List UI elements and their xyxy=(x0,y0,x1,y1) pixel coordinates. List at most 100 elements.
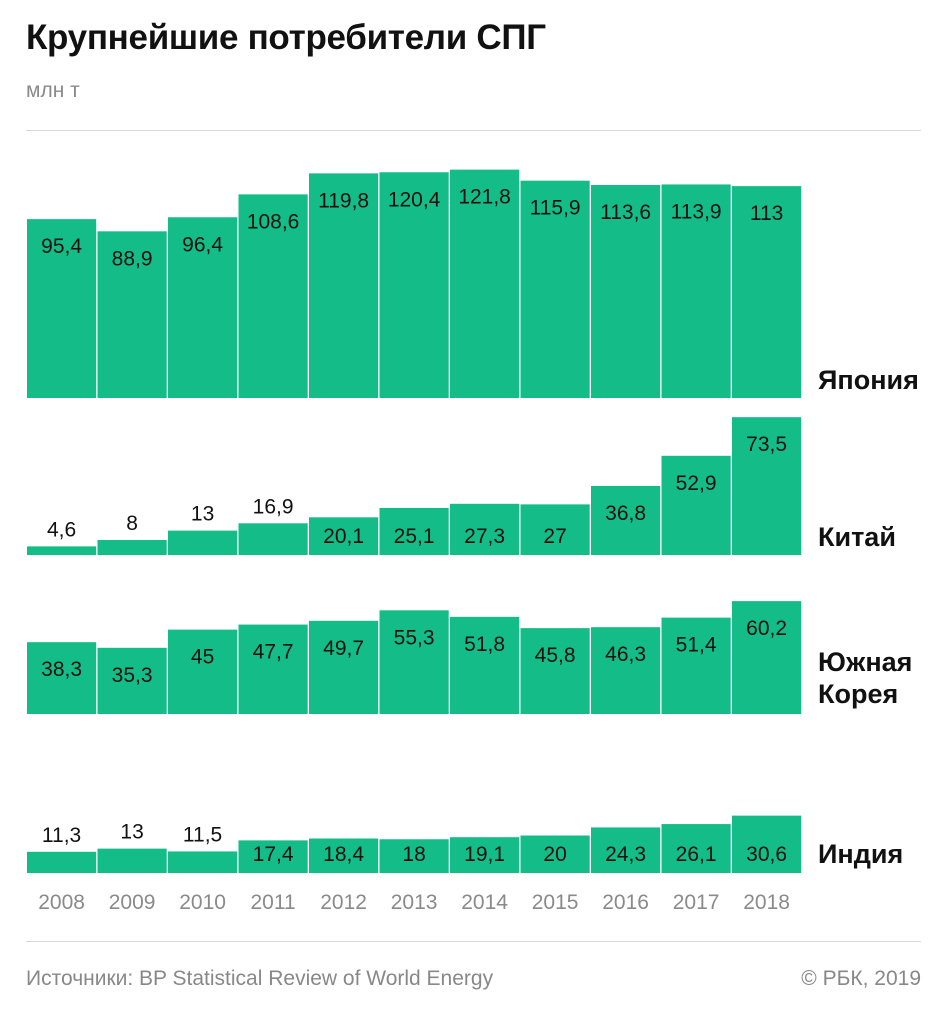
value-label: 18 xyxy=(402,843,425,866)
value-label: 113,6 xyxy=(600,201,651,224)
bar-Южная Корея-2008 xyxy=(27,642,97,714)
bar-Индия-2010 xyxy=(168,851,238,873)
bar-Китай-2010 xyxy=(168,530,238,555)
value-label: 11,3 xyxy=(42,824,81,847)
bar-Япония-2015 xyxy=(520,180,590,398)
unit-label: млн т xyxy=(26,79,80,102)
bottom-divider xyxy=(26,941,921,942)
value-label: 55,3 xyxy=(394,626,435,649)
x-tick-label: 2010 xyxy=(179,891,226,914)
bar-Южная Корея-2018 xyxy=(732,601,802,714)
value-label: 113,9 xyxy=(671,200,722,223)
bar-Япония-2008 xyxy=(27,219,97,398)
bar-Индия-2013 xyxy=(379,839,449,873)
x-tick-label: 2016 xyxy=(602,891,649,914)
bar-Япония-2010 xyxy=(168,217,238,398)
x-tick-label: 2008 xyxy=(38,891,85,914)
copyright: © РБК, 2019 xyxy=(801,967,921,990)
bar-Индия-2015 xyxy=(520,835,590,873)
bar-Южная Корея-2014 xyxy=(450,616,520,714)
bar-Япония-2016 xyxy=(591,185,661,398)
source-note: Источники: BP Statistical Review of Worl… xyxy=(26,967,494,990)
value-label: 36,8 xyxy=(605,502,646,525)
value-label: 38,3 xyxy=(41,658,82,681)
value-label: 108,6 xyxy=(247,210,300,233)
value-label: 51,4 xyxy=(676,634,717,657)
value-label: 88,9 xyxy=(112,247,153,270)
value-label: 45,8 xyxy=(535,644,576,667)
bar-Китай-2014 xyxy=(450,503,520,555)
value-label: 121,8 xyxy=(458,186,511,209)
bar-Южная Корея-2013 xyxy=(379,610,449,714)
value-label: 4,6 xyxy=(47,518,76,541)
x-tick-label: 2013 xyxy=(391,891,438,914)
bar-Япония-2017 xyxy=(661,184,731,398)
value-label: 20 xyxy=(543,843,566,866)
bar-Китай-2016 xyxy=(591,486,661,555)
bar-Индия-2012 xyxy=(309,838,379,873)
bar-Япония-2018 xyxy=(732,186,802,398)
value-label: 19,1 xyxy=(464,843,505,866)
bar-Южная Корея-2017 xyxy=(661,617,731,714)
value-label: 20,1 xyxy=(323,525,364,548)
value-label: 115,9 xyxy=(530,197,581,220)
bar-Китай-2013 xyxy=(379,507,449,555)
x-tick-label: 2017 xyxy=(673,891,720,914)
bar-Япония-2013 xyxy=(379,172,449,398)
bar-Индия-2011 xyxy=(238,840,308,873)
bar-Южная Корея-2009 xyxy=(97,647,167,714)
bar-Южная Корея-2016 xyxy=(591,627,661,714)
value-label: 96,4 xyxy=(182,233,223,256)
value-label: 27 xyxy=(543,525,566,548)
bar-Южная Корея-2012 xyxy=(309,620,379,714)
value-label: 17,4 xyxy=(253,843,294,866)
bar-Китай-2009 xyxy=(97,540,167,555)
bar-Индия-2014 xyxy=(450,837,520,873)
series-label-2: Китай xyxy=(818,522,896,552)
value-label: 13 xyxy=(191,503,214,526)
bar-Китай-2012 xyxy=(309,517,379,555)
value-label: 35,3 xyxy=(112,664,153,687)
series-label-3: Южная xyxy=(818,647,912,677)
top-divider xyxy=(26,130,921,131)
bar-Япония-2014 xyxy=(450,169,520,398)
value-label: 8 xyxy=(126,512,138,535)
bar-Япония-2011 xyxy=(238,194,308,398)
value-label: 18,4 xyxy=(323,843,364,866)
value-label: 24,3 xyxy=(605,843,646,866)
value-label: 47,7 xyxy=(253,641,294,664)
value-label: 16,9 xyxy=(253,495,294,518)
value-label: 11,5 xyxy=(183,823,222,846)
value-label: 73,5 xyxy=(746,433,787,456)
x-tick-label: 2014 xyxy=(461,891,508,914)
x-tick-label: 2011 xyxy=(251,891,296,914)
value-label: 13 xyxy=(120,821,143,844)
value-label: 25,1 xyxy=(394,525,435,548)
bar-Индия-2008 xyxy=(27,851,97,873)
value-label: 113 xyxy=(750,202,783,225)
x-tick-label: 2009 xyxy=(109,891,156,914)
bar-Индия-2017 xyxy=(661,824,731,873)
value-label: 30,6 xyxy=(746,843,787,866)
value-label: 52,9 xyxy=(676,472,717,495)
value-label: 95,4 xyxy=(41,235,82,258)
bar-Южная Корея-2015 xyxy=(520,628,590,714)
bar-Южная Корея-2011 xyxy=(238,624,308,714)
chart-title: Крупнейшие потребители СПГ xyxy=(26,18,546,57)
series-label-1: Япония xyxy=(818,365,919,395)
series-label-4: Индия xyxy=(818,839,903,869)
value-label: 120,4 xyxy=(388,188,441,211)
bar-Южная Корея-2010 xyxy=(168,629,238,714)
value-label: 60,2 xyxy=(746,617,787,640)
bar-Китай-2015 xyxy=(520,504,590,555)
bar-Китай-2008 xyxy=(27,546,97,555)
x-tick-label: 2018 xyxy=(743,891,790,914)
value-label: 49,7 xyxy=(323,637,364,660)
value-label: 51,8 xyxy=(464,633,505,656)
x-tick-label: 2012 xyxy=(320,891,367,914)
series-label-3: Корея xyxy=(818,679,898,709)
bar-Япония-2012 xyxy=(309,173,379,398)
value-label: 46,3 xyxy=(605,643,646,666)
bar-Индия-2009 xyxy=(97,848,167,873)
